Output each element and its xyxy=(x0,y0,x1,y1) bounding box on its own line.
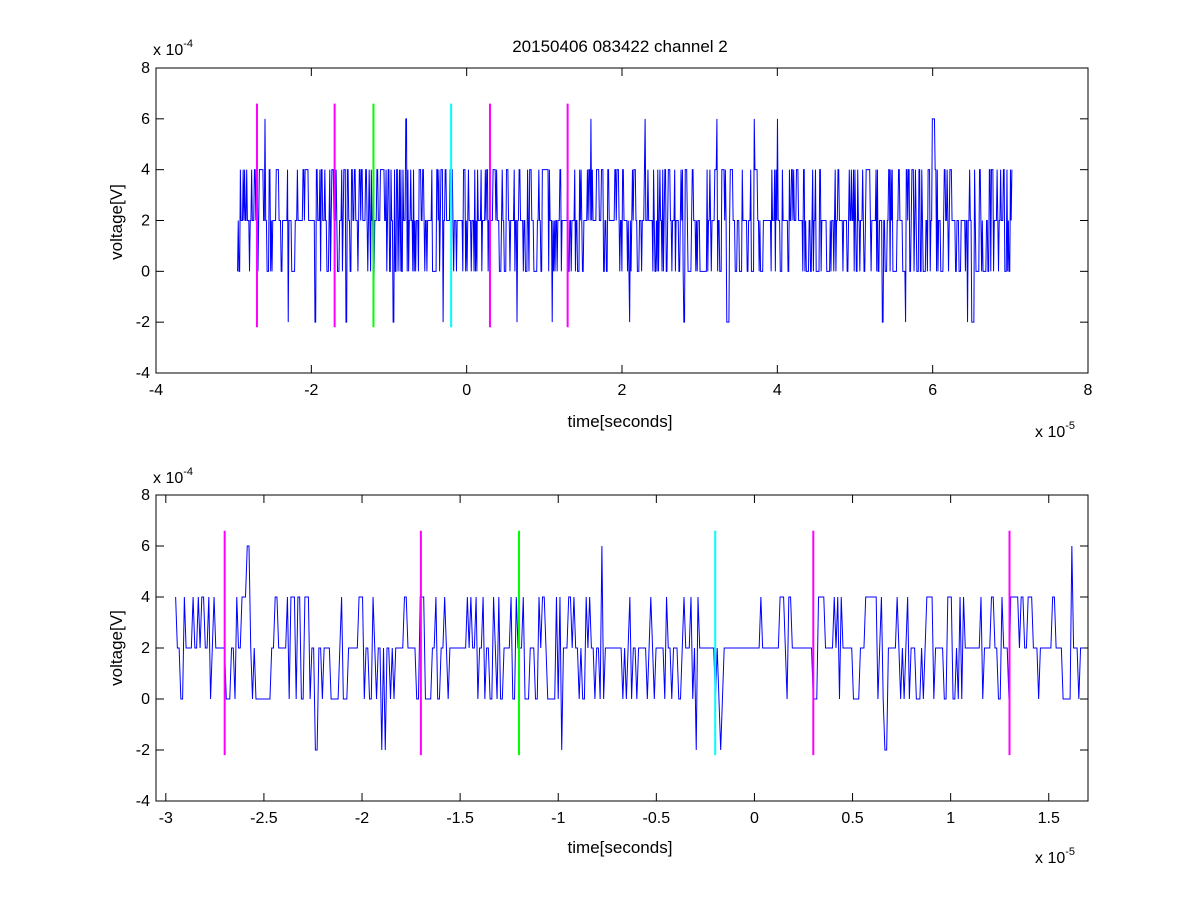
y-tick-label: 8 xyxy=(141,60,150,77)
y-tick-label: 4 xyxy=(141,589,150,606)
top-x-exponent: x 10-5 xyxy=(1035,420,1075,441)
x-tick-label: -3 xyxy=(159,810,173,827)
bottom-x-axis-label: time[seconds] xyxy=(568,838,673,857)
y-tick-label: 0 xyxy=(141,263,150,280)
x-tick-label: 2 xyxy=(618,382,627,399)
top-y-exponent: x 10-4 xyxy=(153,38,193,59)
x-tick-label: 0 xyxy=(750,810,759,827)
top-signal-trace xyxy=(237,118,1013,323)
bottom-x-exponent: x 10-5 xyxy=(1035,846,1075,867)
bottom-x-exponent-power: -5 xyxy=(1065,846,1075,858)
top-axes: 20150406 083422 channel 2 -4 -2 0 2 4 6 8 -4 -2 0… xyxy=(107,37,1093,441)
bottom-y-axis-label: voltage[V] xyxy=(107,610,126,686)
bottom-y-exponent-power: -4 xyxy=(183,466,193,478)
x-tick-label: 1.5 xyxy=(1038,810,1060,827)
bottom-ticks: -3 -2.5 -2 -1.5 -1 -0.5 0 0.5 1 1.5 -4 -2 0 2 4 6 8 xyxy=(136,487,1088,827)
chart-title: 20150406 083422 channel 2 xyxy=(512,37,728,56)
x-tick-label: 1 xyxy=(946,810,955,827)
bottom-y-exponent: x 10-4 xyxy=(153,466,193,487)
x-tick-label: -2 xyxy=(304,382,318,399)
bottom-axes: -3 -2.5 -2 -1.5 -1 -0.5 0 0.5 1 1.5 -4 -2 0 2 4 6 8 time… xyxy=(107,466,1089,867)
y-tick-label: 8 xyxy=(141,487,150,504)
top-y-axis-label: voltage[V] xyxy=(107,184,126,260)
y-tick-label: 6 xyxy=(141,111,150,128)
y-tick-label: -2 xyxy=(136,742,150,759)
top-x-exponent-base: x 10 xyxy=(1035,424,1065,441)
y-tick-label: 6 xyxy=(141,538,150,555)
x-tick-label: -2.5 xyxy=(250,810,278,827)
top-event-markers xyxy=(255,103,569,328)
y-tick-label: 4 xyxy=(141,162,150,179)
x-tick-label: -2 xyxy=(355,810,369,827)
y-tick-label: 2 xyxy=(141,640,150,657)
top-y-exponent-base: x 10 xyxy=(153,42,183,59)
y-tick-label: 0 xyxy=(141,691,150,708)
y-tick-label: -4 xyxy=(136,793,150,810)
x-tick-label: 6 xyxy=(928,382,937,399)
x-tick-label: -0.5 xyxy=(643,810,671,827)
x-tick-label: 8 xyxy=(1084,382,1093,399)
signal-line xyxy=(175,545,1085,751)
x-tick-label: 0.5 xyxy=(841,810,863,827)
y-tick-label: -2 xyxy=(136,314,150,331)
bottom-y-exponent-base: x 10 xyxy=(153,470,183,487)
y-tick-label: 2 xyxy=(141,213,150,230)
top-x-exponent-power: -5 xyxy=(1065,420,1075,432)
x-tick-label: -1 xyxy=(551,810,565,827)
top-y-exponent-power: -4 xyxy=(183,38,193,50)
bottom-plot-frame xyxy=(155,494,1089,802)
x-tick-label: -1.5 xyxy=(446,810,474,827)
bottom-event-markers xyxy=(223,530,1011,756)
bottom-signal-trace xyxy=(175,545,1085,751)
x-tick-label: 4 xyxy=(773,382,782,399)
x-tick-label: 0 xyxy=(462,382,471,399)
top-ticks: -4 -2 0 2 4 6 8 -4 -2 0 2 4 6 8 xyxy=(136,60,1093,399)
bottom-x-exponent-base: x 10 xyxy=(1035,850,1065,867)
x-tick-label: -4 xyxy=(149,382,163,399)
signal-line xyxy=(237,118,1013,323)
top-x-axis-label: time[seconds] xyxy=(568,412,673,431)
y-tick-label: -4 xyxy=(136,365,150,382)
